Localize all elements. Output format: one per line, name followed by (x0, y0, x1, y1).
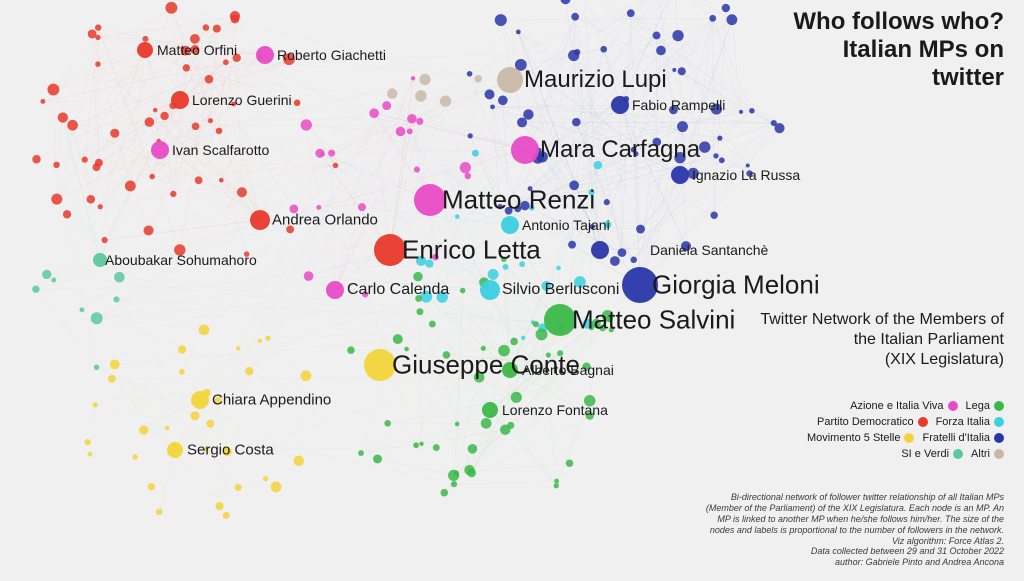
subtitle-line1: Twitter Network of the Members of (760, 310, 1004, 330)
legend-row: Azione e Italia Viva Lega (807, 400, 1004, 412)
node-label: Matteo Renzi (442, 185, 595, 216)
node-ignazio-la-russa (671, 166, 689, 184)
legend-label: SI e Verdi (901, 448, 949, 460)
legend-dot (904, 433, 914, 443)
legend-dot (994, 433, 1004, 443)
node-matteo-orfini (137, 42, 153, 58)
node-label: Enrico Letta (402, 235, 541, 266)
legend-item-altri: Altri (971, 448, 1004, 460)
node-label: Ignazio La Russa (692, 167, 800, 183)
node-label: Alberto Bagnai (522, 362, 614, 378)
node-fabio-rampelli (611, 96, 629, 114)
legend-item-pd: Partito Democratico (817, 416, 928, 428)
caption-line6: Data collected between 29 and 31 October… (644, 546, 1004, 557)
legend-label: Partito Democratico (817, 416, 914, 428)
caption-line1: Bi-directional network of follower twitt… (644, 492, 1004, 503)
title-line1: Who follows who? (793, 8, 1004, 36)
chart-subtitle: Twitter Network of the Members of the It… (760, 310, 1004, 370)
caption-line5: Viz algorithm: Force Atlas 2. (644, 536, 1004, 547)
chart-title: Who follows who? Italian MPs on twitter (793, 8, 1004, 92)
caption-line7: author: Gabriele Pinto and Andrea Ancona (644, 557, 1004, 568)
legend-item-fdi: Fratelli d'Italia (922, 432, 1004, 444)
legend-row: SI e Verdi Altri (807, 448, 1004, 460)
node-maurizio-lupi (497, 67, 523, 93)
node-label: Daniela Santanchè (650, 242, 768, 258)
node-label: Roberto Giachetti (277, 47, 386, 63)
node-label: Maurizio Lupi (524, 66, 667, 94)
node-roberto-giachetti (256, 46, 274, 64)
node-ivan-scalfarotto (151, 141, 169, 159)
legend-label: Lega (966, 400, 990, 412)
legend-item-m5s: Movimento 5 Stelle (807, 432, 915, 444)
chart-caption: Bi-directional network of follower twitt… (644, 492, 1004, 568)
node-chiara-appendino (191, 391, 209, 409)
legend-dot (953, 449, 963, 459)
legend-label: Altri (971, 448, 990, 460)
node-label: Lorenzo Fontana (502, 402, 608, 418)
node-label: Mara Carfagna (540, 136, 700, 164)
legend-dot (994, 449, 1004, 459)
legend-item-si_verdi: SI e Verdi (901, 448, 963, 460)
node-sergio-costa (167, 442, 183, 458)
node-carlo-calenda (326, 281, 344, 299)
node-label: Giorgia Meloni (652, 270, 820, 301)
node-label: Fabio Rampelli (632, 97, 725, 113)
legend-dot (994, 417, 1004, 427)
node-label: Chiara Appendino (212, 392, 331, 409)
legend-item-fi: Forza Italia (936, 416, 1004, 428)
node-label: Andrea Orlando (272, 212, 378, 229)
node-antonio-tajani (501, 216, 519, 234)
node-label: Sergio Costa (187, 442, 274, 459)
caption-line4: nodes and labels is proportional to the … (644, 525, 1004, 536)
caption-line3: MP is linked to another MP when he/she f… (644, 514, 1004, 525)
legend-row: Movimento 5 Stelle Fratelli d'Italia (807, 432, 1004, 444)
node-mara-carfagna (511, 136, 539, 164)
subtitle-line2: the Italian Parliament (760, 330, 1004, 350)
legend-dot (994, 401, 1004, 411)
node-lorenzo-fontana (482, 402, 498, 418)
node-label: Matteo Orfini (157, 42, 237, 58)
node-label: Antonio Tajani (522, 217, 610, 233)
node-label: Lorenzo Guerini (192, 92, 292, 108)
legend-item-lega: Lega (966, 400, 1004, 412)
node-label: Ivan Scalfarotto (172, 142, 269, 158)
caption-line2: (Member of the Parliament) of the XIX Le… (644, 503, 1004, 514)
legend-row: Partito Democratico Forza Italia (807, 416, 1004, 428)
node-silvio-berlusconi (480, 280, 500, 300)
legend-label: Azione e Italia Viva (850, 400, 943, 412)
title-line3: twitter (793, 64, 1004, 92)
legend: Azione e Italia Viva Lega Partito Democrat… (807, 400, 1004, 464)
legend-dot (948, 401, 958, 411)
node-label: Carlo Calenda (347, 281, 449, 299)
legend-dot (918, 417, 928, 427)
node-label: Silvio Berlusconi (502, 281, 619, 299)
legend-label: Fratelli d'Italia (922, 432, 990, 444)
legend-item-azione_iv: Azione e Italia Viva (850, 400, 957, 412)
node-daniela-santanchè (591, 241, 609, 259)
node-label: Aboubakar Sohumahoro (105, 252, 257, 268)
subtitle-line3: (XIX Legislatura) (760, 350, 1004, 370)
title-line2: Italian MPs on (793, 36, 1004, 64)
legend-label: Forza Italia (936, 416, 990, 428)
legend-label: Movimento 5 Stelle (807, 432, 901, 444)
node-label: Matteo Salvini (572, 305, 735, 336)
node-andrea-orlando (250, 210, 270, 230)
node-lorenzo-guerini (171, 91, 189, 109)
